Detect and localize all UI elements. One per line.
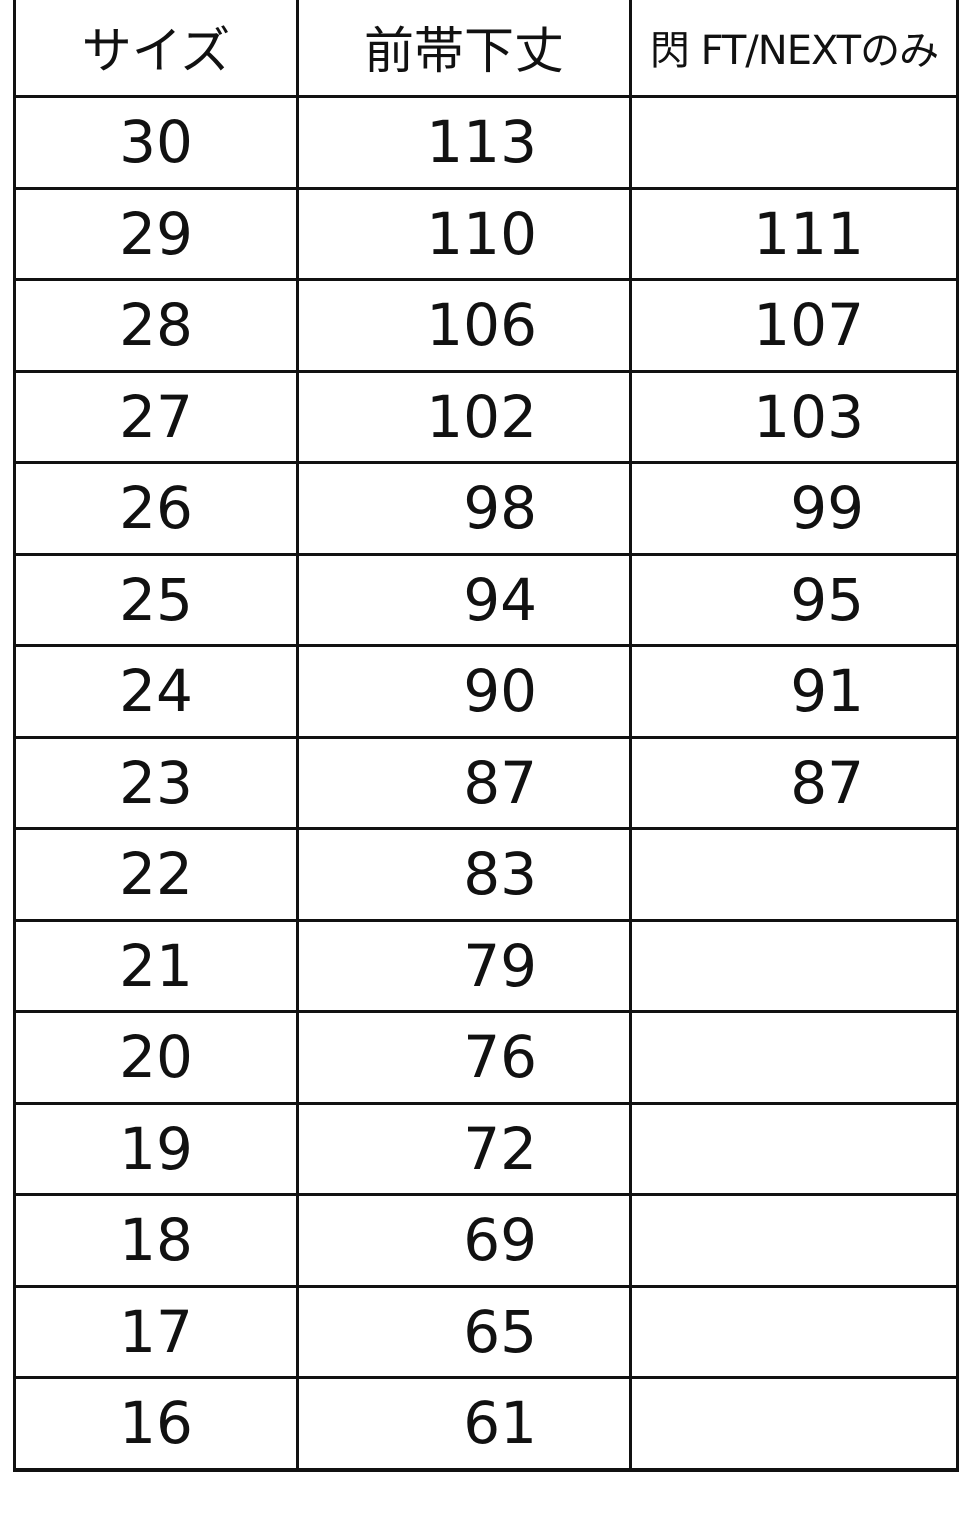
size-cell: 24 bbox=[13, 644, 299, 739]
size-cell: 22 bbox=[13, 827, 299, 922]
front-length-cell: 65 bbox=[296, 1284, 632, 1379]
table-row: 21 79 bbox=[13, 918, 959, 1013]
ft-next-cell bbox=[629, 1193, 959, 1288]
front-length-cell: 102 bbox=[296, 369, 632, 464]
header-size: サイズ bbox=[13, 0, 299, 98]
size-cell: 26 bbox=[13, 461, 299, 556]
size-cell: 27 bbox=[13, 369, 299, 464]
ft-next-cell: 99 bbox=[629, 461, 959, 556]
table-row: 19 72 bbox=[13, 1101, 959, 1196]
table-row: 28 106 107 bbox=[13, 278, 959, 373]
size-table: サイズ 前帯下丈 閃 FT/NEXTのみ 30 113 29 110 111 28 106 1… bbox=[13, 0, 959, 1472]
front-length-cell: 90 bbox=[296, 644, 632, 739]
header-front-length: 前帯下丈 bbox=[296, 0, 632, 98]
ft-next-cell: 107 bbox=[629, 278, 959, 373]
ft-next-cell bbox=[629, 1284, 959, 1379]
front-length-cell: 87 bbox=[296, 735, 632, 830]
size-cell: 19 bbox=[13, 1101, 299, 1196]
table-row: 18 69 bbox=[13, 1193, 959, 1288]
front-length-cell: 76 bbox=[296, 1010, 632, 1105]
table-row: 30 113 bbox=[13, 95, 959, 190]
table-row: 22 83 bbox=[13, 827, 959, 922]
ft-next-cell: 111 bbox=[629, 186, 959, 281]
front-length-cell: 113 bbox=[296, 95, 632, 190]
size-cell: 25 bbox=[13, 552, 299, 647]
front-length-cell: 69 bbox=[296, 1193, 632, 1288]
front-length-cell: 61 bbox=[296, 1376, 632, 1472]
size-cell: 29 bbox=[13, 186, 299, 281]
table-row: 24 90 91 bbox=[13, 644, 959, 739]
front-length-cell: 106 bbox=[296, 278, 632, 373]
table-row: 27 102 103 bbox=[13, 369, 959, 464]
ft-next-cell bbox=[629, 1010, 959, 1105]
table-row: 17 65 bbox=[13, 1284, 959, 1379]
size-cell: 28 bbox=[13, 278, 299, 373]
ft-next-cell: 95 bbox=[629, 552, 959, 647]
table-row: 29 110 111 bbox=[13, 186, 959, 281]
ft-next-cell bbox=[629, 1376, 959, 1472]
size-cell: 18 bbox=[13, 1193, 299, 1288]
front-length-cell: 98 bbox=[296, 461, 632, 556]
front-length-cell: 83 bbox=[296, 827, 632, 922]
size-cell: 21 bbox=[13, 918, 299, 1013]
front-length-cell: 94 bbox=[296, 552, 632, 647]
ft-next-cell bbox=[629, 95, 959, 190]
ft-next-cell: 87 bbox=[629, 735, 959, 830]
ft-next-cell bbox=[629, 1101, 959, 1196]
size-cell: 16 bbox=[13, 1376, 299, 1472]
table-row: 20 76 bbox=[13, 1010, 959, 1105]
ft-next-cell bbox=[629, 827, 959, 922]
size-cell: 17 bbox=[13, 1284, 299, 1379]
front-length-cell: 72 bbox=[296, 1101, 632, 1196]
size-cell: 30 bbox=[13, 95, 299, 190]
ft-next-cell: 103 bbox=[629, 369, 959, 464]
size-cell: 23 bbox=[13, 735, 299, 830]
ft-next-cell: 91 bbox=[629, 644, 959, 739]
table-row: 25 94 95 bbox=[13, 552, 959, 647]
front-length-cell: 110 bbox=[296, 186, 632, 281]
header-ft-next-only: 閃 FT/NEXTのみ bbox=[629, 0, 959, 98]
table-row: 16 61 bbox=[13, 1376, 959, 1472]
table-row: 23 87 87 bbox=[13, 735, 959, 830]
header-row: サイズ 前帯下丈 閃 FT/NEXTのみ bbox=[13, 0, 959, 98]
table-row: 26 98 99 bbox=[13, 461, 959, 556]
front-length-cell: 79 bbox=[296, 918, 632, 1013]
size-cell: 20 bbox=[13, 1010, 299, 1105]
ft-next-cell bbox=[629, 918, 959, 1013]
